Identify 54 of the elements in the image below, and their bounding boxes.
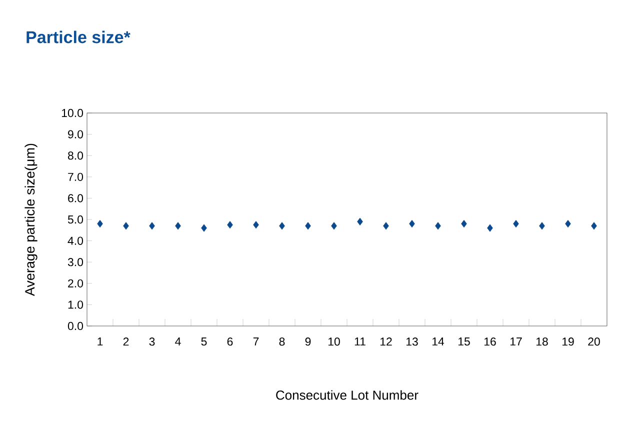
y-tick-label: 2.0: [68, 279, 84, 288]
point: [123, 222, 129, 230]
point: [539, 222, 545, 230]
x-tick-label: 17: [510, 338, 522, 346]
x-tick-label: 19: [562, 338, 574, 346]
point: [409, 220, 415, 228]
x-tick-label: 7: [253, 338, 259, 346]
x-tick-label: 20: [588, 338, 600, 346]
x-tick-label: 16: [484, 338, 496, 346]
x-tick-label: 9: [305, 338, 311, 346]
point: [227, 221, 233, 229]
point: [357, 218, 363, 226]
point: [253, 221, 259, 229]
point: [97, 220, 103, 228]
point: [487, 224, 493, 232]
point: [305, 222, 311, 230]
y-tick-label: 5.0: [68, 215, 84, 224]
x-tick-label: 11: [354, 338, 366, 346]
y-tick-label: 9.0: [68, 130, 84, 138]
x-axis-title: Consecutive Lot Number: [276, 390, 418, 400]
x-tick-label: 10: [328, 338, 340, 346]
x-tick-label: 6: [227, 338, 233, 346]
y-tick-label: 3.0: [68, 258, 84, 266]
x-tick-label: 18: [536, 338, 548, 346]
x-tick-label: 15: [458, 338, 470, 346]
point: [201, 224, 207, 232]
point: [513, 220, 519, 228]
point: [435, 222, 441, 230]
x-tick-label: 3: [149, 338, 155, 346]
point: [461, 220, 467, 228]
point: [175, 222, 181, 230]
point: [149, 222, 155, 230]
y-tick-label: 7.0: [68, 172, 84, 181]
y-axis-title: Average particle size(μm): [24, 144, 38, 296]
y-tick-label: 8.0: [68, 152, 84, 160]
chart-title: Particle size*: [26, 30, 130, 44]
x-tick-label: 12: [380, 338, 392, 346]
point: [591, 222, 597, 230]
x-tick-label: 14: [432, 338, 444, 346]
point: [279, 222, 285, 230]
x-tick-label: 5: [201, 338, 207, 346]
y-tick-label: 10.0: [62, 108, 84, 118]
y-tick-label: 4.0: [68, 236, 84, 245]
y-tick-label: 1.0: [68, 300, 84, 309]
y-tick-label: 6.0: [68, 194, 84, 202]
x-tick-label: 1: [98, 338, 103, 346]
x-tick-label: 8: [279, 338, 285, 346]
point: [383, 222, 389, 230]
x-tick-label: 4: [175, 338, 181, 346]
x-tick-label: 13: [406, 338, 418, 346]
point: [565, 220, 571, 228]
point: [331, 222, 337, 230]
y-tick-label: 0.0: [68, 322, 84, 330]
x-tick-label: 2: [123, 338, 129, 346]
